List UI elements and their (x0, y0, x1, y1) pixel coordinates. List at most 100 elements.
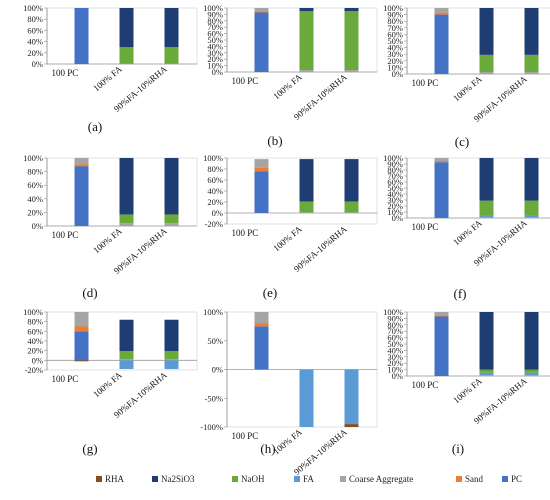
y-tick-label: -20% (25, 365, 43, 375)
bar-segment-naoh (299, 201, 314, 213)
y-tick-label: 0% (392, 69, 403, 79)
bar-segment-pc (434, 162, 449, 218)
y-tick-label: 100% (203, 3, 223, 13)
bar-segment-naoh (119, 351, 134, 360)
x-category-label: 100% FA (91, 370, 124, 400)
panel-g: -20%0%20%40%60%80%100%100 PC 100% FA90%FA… (23, 307, 198, 456)
y-tick-label: 20% (27, 48, 43, 58)
y-tick-label: 40% (207, 41, 223, 51)
x-category-label: 100 PC (232, 228, 259, 238)
y-tick-label: 90% (207, 9, 223, 19)
panel-h: -100%-50%0%50%100%100 PC 100% FA90%FA-10%… (200, 307, 378, 477)
y-tick-label: 20% (387, 56, 403, 66)
bar-segment-fa (524, 215, 539, 218)
panel-label: (c) (455, 134, 469, 149)
panel-label: (i) (452, 441, 464, 456)
y-tick-label: 50% (387, 36, 403, 46)
legend-item-pc: PC (502, 474, 522, 484)
legend-label: NaOH (241, 474, 265, 484)
bar-segment-naoh (299, 11, 314, 71)
bar-segment-na2sio3 (479, 158, 494, 201)
y-tick-label: 60% (27, 25, 43, 35)
x-category-label: 100% FA (271, 427, 304, 457)
bar-segment-pc (74, 8, 89, 64)
y-tick-label: 40% (387, 345, 403, 355)
y-tick-label: 80% (27, 14, 43, 24)
bar-segment-sand (254, 167, 269, 172)
bar-segment-pc (254, 326, 269, 370)
y-tick-label: 50% (387, 339, 403, 349)
y-tick-label: 80% (207, 16, 223, 26)
panel-b: 0%10%20%30%40%50%60%70%80%90%100% 100 PC 1… (203, 3, 378, 148)
y-tick-label: 100% (23, 3, 43, 13)
bar-segment-fa (164, 63, 179, 65)
y-tick-label: 40% (207, 186, 223, 196)
bar-segment-na2sio3 (524, 8, 539, 55)
y-tick-label: 60% (387, 29, 403, 39)
legend-swatch (294, 476, 300, 482)
bar-segment-naoh (164, 214, 179, 224)
bar-segment-na2sio3 (164, 158, 179, 215)
bar-segment-fa (164, 360, 179, 370)
y-tick-label: -20% (205, 219, 223, 229)
bar-segment-sand (254, 323, 269, 327)
bar-segment-naoh (524, 200, 539, 216)
y-tick-label: 100% (383, 307, 403, 317)
bar-segment-na2sio3 (119, 8, 134, 48)
panel-label: (d) (82, 285, 97, 300)
panel-f: 0%10%20%30%40%50%60%70%80%90%100% 100 PC 1… (383, 153, 550, 301)
bar-segment-fa (119, 360, 134, 370)
x-category-label: 100% FA (271, 72, 304, 102)
y-tick-label: 70% (207, 22, 223, 32)
y-tick-label: 60% (387, 333, 403, 343)
y-tick-label: 40% (27, 37, 43, 47)
bar-segment-coarse-aggregate (434, 8, 449, 13)
bar-segment-naoh (164, 351, 179, 360)
bar-segment-sand (434, 315, 449, 317)
y-tick-label: 0% (212, 208, 223, 218)
legend-swatch (456, 476, 462, 482)
panel-d: 0%20%40%60%80%100%100 PC 100% FA90%FA-10%… (23, 153, 198, 300)
y-tick-label: 70% (387, 171, 403, 181)
panel-label: (f) (454, 286, 467, 301)
legend-label: Coarse Aggregate (349, 474, 413, 484)
legend-item-na2sio3: Na2SiO3 (152, 474, 195, 484)
bar-segment-coarse-aggregate (119, 359, 134, 361)
bar-segment-coarse-aggregate (524, 72, 539, 74)
bar-segment-pc (74, 166, 89, 226)
legend-swatch (96, 476, 102, 482)
panel-label: (h) (260, 441, 275, 456)
bar-segment-naoh (479, 200, 494, 216)
bar-segment-coarse-aggregate (299, 212, 314, 214)
bar-segment-pc (74, 331, 89, 361)
bar-segment-coarse-aggregate (479, 217, 494, 218)
bar-segment-naoh (119, 214, 134, 224)
bar-segment-coarse-aggregate (119, 223, 134, 226)
bar-segment-coarse-aggregate (524, 375, 539, 376)
x-category-label: 100 PC (52, 374, 79, 384)
y-tick-label: 0% (32, 59, 43, 69)
panel-label: (b) (267, 133, 282, 148)
y-tick-label: 20% (207, 54, 223, 64)
bar-segment-na2sio3 (524, 312, 539, 370)
bar-segment-na2sio3 (344, 8, 359, 12)
bar-segment-naoh (344, 11, 359, 71)
x-category-label: 100 PC (412, 222, 439, 232)
y-tick-label: 50% (207, 336, 223, 346)
bar-segment-pc (434, 14, 449, 75)
y-tick-label: 60% (207, 175, 223, 185)
bar-segment-na2sio3 (164, 319, 179, 352)
y-tick-label: 90% (387, 313, 403, 323)
bar-segment-naoh (479, 369, 494, 373)
y-tick-label: 30% (387, 195, 403, 205)
bar-segment-coarse-aggregate (74, 158, 89, 165)
legend-item-coarse-aggregate: Coarse Aggregate (340, 474, 413, 484)
bar-segment-naoh (479, 54, 494, 73)
legend-label: RHA (105, 474, 125, 484)
bar-segment-coarse-aggregate (164, 223, 179, 226)
bar-segment-fa (119, 63, 134, 65)
y-tick-label: 0% (32, 355, 43, 365)
bar-segment-naoh (344, 201, 359, 213)
panel-e: -20%0%20%40%60%80%100%100 PC 100% FA90%FA… (203, 153, 378, 300)
